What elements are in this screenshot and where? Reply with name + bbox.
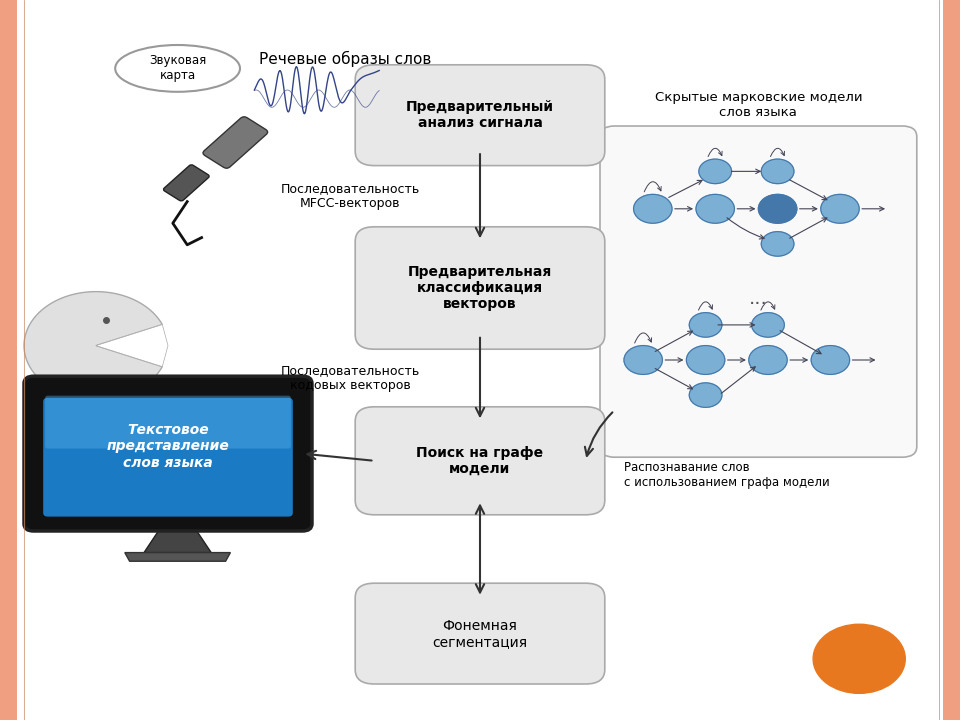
Polygon shape: [144, 524, 211, 553]
Text: Последовательность
MFCC-векторов: Последовательность MFCC-векторов: [280, 182, 420, 210]
Circle shape: [689, 312, 722, 337]
FancyBboxPatch shape: [600, 126, 917, 457]
Circle shape: [752, 312, 784, 337]
Circle shape: [811, 346, 850, 374]
Circle shape: [699, 159, 732, 184]
Circle shape: [689, 383, 722, 408]
FancyBboxPatch shape: [355, 583, 605, 684]
FancyBboxPatch shape: [163, 165, 209, 201]
Text: Поиск на графе
модели: Поиск на графе модели: [417, 446, 543, 476]
FancyBboxPatch shape: [355, 407, 605, 515]
FancyBboxPatch shape: [24, 376, 312, 531]
Text: Звуковая
карта: Звуковая карта: [149, 55, 206, 82]
Circle shape: [813, 624, 905, 693]
Circle shape: [696, 194, 734, 223]
Text: Предварительный
анализ сигнала: Предварительный анализ сигнала: [406, 100, 554, 130]
FancyBboxPatch shape: [355, 65, 605, 166]
Circle shape: [821, 194, 859, 223]
Circle shape: [761, 159, 794, 184]
Bar: [0, 0, 17, 720]
Text: Предварительная
классификация
векторов: Предварительная классификация векторов: [408, 265, 552, 311]
Circle shape: [758, 194, 797, 223]
Ellipse shape: [115, 45, 240, 91]
FancyBboxPatch shape: [43, 397, 293, 517]
Circle shape: [749, 346, 787, 374]
Text: Фонемная
сегментация: Фонемная сегментация: [432, 618, 528, 649]
Text: Текстовое
представление
слов языка: Текстовое представление слов языка: [107, 423, 229, 469]
Polygon shape: [96, 325, 168, 366]
Text: Скрытые марковские модели
слов языка: Скрытые марковские модели слов языка: [655, 91, 862, 119]
Text: Распознавание слов
с использованием графа модели: Распознавание слов с использованием граф…: [624, 461, 829, 489]
FancyBboxPatch shape: [45, 396, 291, 449]
Circle shape: [686, 346, 725, 374]
FancyBboxPatch shape: [203, 117, 268, 168]
FancyBboxPatch shape: [355, 227, 605, 349]
Text: Речевые образы слов: Речевые образы слов: [259, 50, 432, 66]
Text: Последовательность
кодовых векторов: Последовательность кодовых векторов: [280, 364, 420, 392]
Circle shape: [634, 194, 672, 223]
Text: ...: ...: [749, 289, 768, 308]
Polygon shape: [24, 292, 162, 400]
Polygon shape: [125, 553, 230, 562]
Circle shape: [624, 346, 662, 374]
Circle shape: [761, 232, 794, 256]
Bar: [943, 0, 960, 720]
